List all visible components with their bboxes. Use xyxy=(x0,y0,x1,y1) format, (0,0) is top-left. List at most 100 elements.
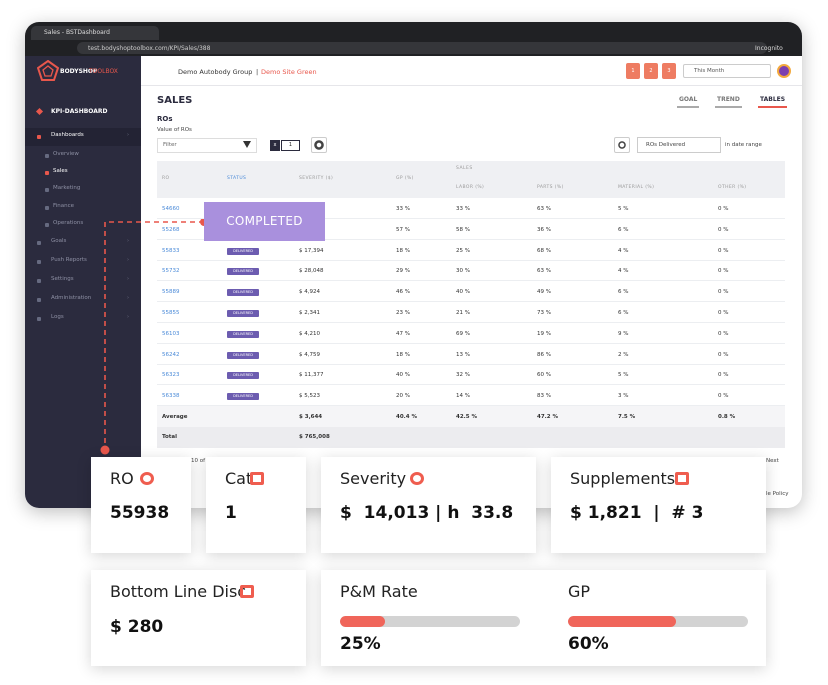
table-cell: 40 % xyxy=(396,372,410,379)
sidebar-item[interactable]: Sales xyxy=(53,168,68,174)
sidebar-item[interactable]: Finance xyxy=(53,203,75,209)
table-cell: 0 % xyxy=(718,268,729,275)
kpi-value: $ 280 xyxy=(110,617,164,637)
footer-next[interactable]: Next xyxy=(766,458,779,464)
table-header[interactable]: OTHER (%) xyxy=(718,185,747,190)
rate-value: 25% xyxy=(340,634,381,654)
sidebar-section[interactable]: KPI-DASHBOARD xyxy=(51,108,108,115)
sidebar-item[interactable]: Settings xyxy=(51,276,74,282)
kpi-value: $ 1,821 | # 3 xyxy=(570,503,704,523)
table-cell: 0 % xyxy=(718,247,729,254)
sidebar-chevron: › xyxy=(127,257,129,263)
table-cell: 4 % xyxy=(618,268,629,275)
page-button[interactable]: 1 xyxy=(626,63,640,79)
sidebar-item[interactable]: Logs xyxy=(51,314,64,320)
table-cell: 5 % xyxy=(618,206,629,212)
chip[interactable]: 1 xyxy=(281,140,300,151)
table-cell: Total xyxy=(162,434,178,440)
ro-link[interactable]: 54660 xyxy=(162,206,180,212)
page-button[interactable]: 2 xyxy=(644,63,658,79)
ro-link[interactable]: 55732 xyxy=(162,268,180,275)
sidebar-item[interactable]: Overview xyxy=(53,151,79,157)
tab-title[interactable]: Sales - BSTDashboard xyxy=(44,29,110,36)
table-cell: 46 % xyxy=(396,289,410,296)
table-cell: 5 % xyxy=(618,372,629,379)
sidebar-bullet xyxy=(45,188,49,192)
table-cell: 49 % xyxy=(537,289,551,296)
profile[interactable]: Incognito xyxy=(755,45,783,52)
table-header[interactable]: PARTS (%) xyxy=(537,185,564,190)
sidebar-item[interactable]: Marketing xyxy=(53,185,81,191)
ro-link[interactable]: 55855 xyxy=(162,310,180,316)
table-cell: 36 % xyxy=(537,226,551,233)
row-divider xyxy=(157,280,785,282)
kpi-value: $ 14,013 | h 33.8 xyxy=(340,503,514,523)
sidebar-item[interactable]: Operations xyxy=(53,220,84,226)
table-cell: 2 % xyxy=(618,351,629,358)
row-divider xyxy=(157,218,785,219)
header-site: Demo Site Green xyxy=(261,68,317,76)
ro-link[interactable]: 56323 xyxy=(162,372,180,379)
table-header[interactable]: MATERIAL (%) xyxy=(618,185,655,190)
row-divider xyxy=(157,363,785,365)
rate-track xyxy=(340,616,520,627)
sidebar-bullet xyxy=(37,279,41,283)
kpi-label: RO xyxy=(110,469,134,488)
table-cell: 0 % xyxy=(718,206,729,212)
kpi-icon xyxy=(675,472,689,485)
sidebar-bullet xyxy=(37,298,41,302)
sidebar-bullet xyxy=(37,317,41,321)
filter-input[interactable]: Filter xyxy=(157,138,257,153)
table-header[interactable]: LABOR (%) xyxy=(456,185,485,190)
kpi-icon xyxy=(410,472,424,485)
sidebar-item[interactable]: Goals xyxy=(51,238,67,244)
table-header[interactable]: RO xyxy=(162,176,170,181)
address-bar[interactable] xyxy=(77,42,767,54)
rates-card: P&M Rate 25% GP 60% xyxy=(321,570,766,666)
view-tab[interactable]: TABLES xyxy=(758,96,788,108)
sidebar-item[interactable]: Administration xyxy=(51,295,92,301)
sidebar-item[interactable]: Dashboards xyxy=(51,132,84,138)
table-header[interactable]: SEVERITY ($) xyxy=(299,176,334,181)
avatar[interactable] xyxy=(777,64,791,78)
ro-link[interactable]: 56338 xyxy=(162,393,180,400)
active-tab[interactable] xyxy=(31,26,159,40)
section-subtitle: Value of ROs xyxy=(157,127,192,133)
view-tab[interactable]: GOAL xyxy=(677,96,700,108)
row-divider xyxy=(157,259,785,261)
sidebar-bullet xyxy=(37,260,41,264)
table-header[interactable]: STATUS xyxy=(227,176,247,181)
kpi-icon xyxy=(250,472,264,485)
ro-link[interactable]: 55833 xyxy=(162,247,180,254)
logo-icon xyxy=(37,60,59,81)
view-tab[interactable]: TREND xyxy=(715,96,742,108)
table-header-bg xyxy=(157,161,785,198)
search-button[interactable] xyxy=(614,137,630,153)
ro-link[interactable]: 55889 xyxy=(162,289,180,296)
header-separator: | xyxy=(256,68,259,76)
url[interactable]: test.bodyshoptoolbox.com/KPI/Sales/388 xyxy=(88,45,211,52)
sidebar-chevron: › xyxy=(127,132,129,138)
sidebar-bullet xyxy=(37,135,41,139)
table-cell: 33 % xyxy=(456,206,470,212)
table-header[interactable]: GP (%) xyxy=(396,176,414,181)
logo-text-accent: TOOLBOX xyxy=(89,68,118,75)
sidebar-bullet xyxy=(45,154,49,158)
date-range[interactable]: This Month xyxy=(683,64,771,78)
footer-policy[interactable]: le Policy xyxy=(766,491,789,497)
kpi-select[interactable]: ROs Delivered xyxy=(637,137,721,153)
row-divider xyxy=(157,322,785,323)
settings-button[interactable] xyxy=(311,137,327,153)
ro-link[interactable]: 56242 xyxy=(162,351,180,358)
ro-link[interactable]: 55268 xyxy=(162,226,180,233)
page-button[interactable]: 3 xyxy=(662,63,676,79)
row-divider xyxy=(157,384,785,386)
sidebar-item[interactable]: Push Reports xyxy=(51,257,87,263)
ro-link[interactable]: 56103 xyxy=(162,330,180,337)
table-cell: Average xyxy=(162,414,188,420)
rate-bar xyxy=(340,616,385,627)
chip-close[interactable]: x xyxy=(270,140,280,151)
kpi-label: Cat xyxy=(225,469,253,488)
table-cell: 83 % xyxy=(537,393,551,400)
table-cell: 73 % xyxy=(537,310,551,316)
